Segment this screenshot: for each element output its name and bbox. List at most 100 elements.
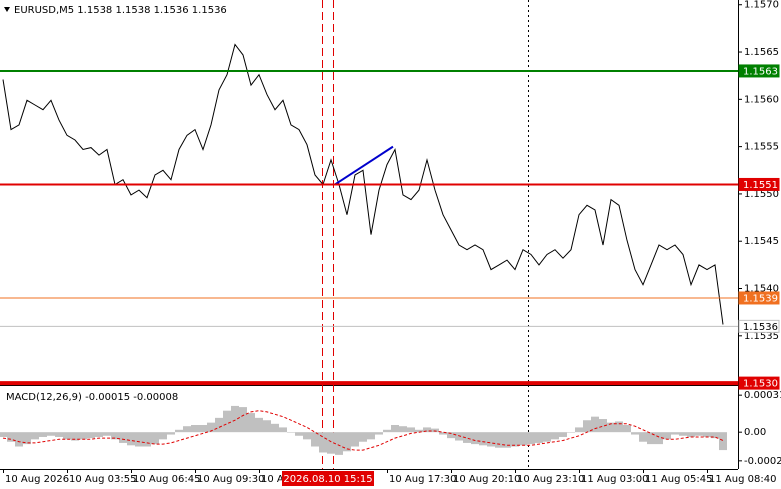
histogram-bar — [487, 432, 495, 447]
x-tick-label: 10 Aug 2026 — [5, 474, 69, 485]
y-tick-label: 0.00031 — [744, 390, 781, 401]
price-line — [2, 43, 724, 325]
histogram-bar — [519, 432, 527, 446]
histogram-bar — [111, 432, 119, 440]
histogram-bar — [231, 405, 239, 433]
histogram-bar — [415, 429, 423, 433]
histogram-bar — [239, 407, 247, 433]
histogram-bar — [55, 432, 63, 437]
x-tick-label: 11 Aug 08:40 — [709, 474, 776, 485]
y-tick-label: 1.1535 — [744, 331, 779, 342]
histogram-bar — [511, 432, 519, 447]
histogram-bar — [247, 413, 255, 433]
histogram-bar — [607, 422, 615, 433]
price-level-box — [738, 319, 780, 333]
histogram-bar — [535, 432, 543, 443]
histogram-bar — [471, 432, 479, 445]
histogram-bar — [175, 429, 183, 433]
histogram-bar — [495, 432, 503, 448]
y-tick-label: 1.1555 — [744, 142, 779, 153]
chart-title: EURUSD,M5 1.1538 1.1538 1.1536 1.1536 — [14, 5, 227, 16]
histogram-bar — [383, 429, 391, 433]
histogram-bar — [687, 432, 695, 437]
histogram-bar — [615, 421, 623, 433]
price-level-box — [738, 291, 780, 305]
histogram-bar — [559, 432, 567, 437]
histogram-bar — [327, 432, 335, 454]
crosshair-time-box — [282, 471, 374, 486]
symbol-menu-arrow[interactable] — [4, 7, 10, 12]
histogram-bar — [191, 425, 199, 433]
histogram-bar — [423, 427, 431, 433]
histogram-bar — [503, 432, 511, 448]
histogram-bar — [71, 432, 79, 441]
histogram-bar — [303, 432, 311, 440]
histogram-bar — [47, 432, 55, 436]
x-tick-label: 11 Aug 05:45 — [645, 474, 712, 485]
price-level-label: 1.1530 — [743, 379, 778, 390]
x-tick-label: 10 Aug 23:10 — [517, 474, 584, 485]
histogram-bar — [167, 432, 175, 435]
histogram-bar — [23, 432, 31, 445]
histogram-bar — [567, 432, 575, 433]
signal-line — [2, 410, 724, 451]
histogram-bar — [15, 432, 23, 447]
histogram-bar — [127, 432, 135, 446]
histogram-bar — [647, 432, 655, 445]
y-tick-label: -0.00024 — [744, 456, 781, 467]
histogram-bar — [463, 432, 471, 443]
histogram-bar — [447, 432, 455, 439]
y-tick-label: 1.1570 — [744, 0, 779, 11]
histogram-bar — [671, 432, 679, 435]
histogram-bar — [151, 432, 159, 445]
histogram-bar — [319, 432, 327, 453]
histogram-bar — [655, 432, 663, 445]
histogram-bar — [599, 419, 607, 433]
histogram-bar — [215, 417, 223, 433]
y-tick-label: 1.1565 — [744, 47, 779, 58]
histogram-bar — [695, 432, 703, 436]
indicator-title: MACD(12,26,9) -0.00015 -0.00008 — [6, 392, 178, 403]
histogram-bar — [0, 432, 7, 437]
histogram-bar — [87, 432, 95, 439]
histogram-bar — [183, 426, 191, 433]
histogram-bar — [623, 425, 631, 433]
x-tick-label: 10 Aug 20:10 — [453, 474, 520, 485]
histogram-bar — [31, 432, 39, 440]
histogram-bar — [119, 432, 127, 443]
histogram-bar — [255, 417, 263, 433]
histogram-bar — [335, 432, 343, 455]
histogram-bar — [551, 432, 559, 440]
histogram-bar — [287, 432, 295, 433]
histogram-bar — [407, 427, 415, 433]
histogram-bar — [375, 432, 383, 435]
price-level-label: 1.1563 — [743, 66, 778, 77]
crosshair-time-label: 2026.08.10 15:15 — [283, 474, 372, 485]
price-level-box — [738, 64, 780, 78]
x-tick-label: 10 Aug 06:45 — [133, 474, 200, 485]
histogram-bar — [479, 432, 487, 446]
price-level-label: 1.1536 — [743, 322, 778, 333]
histogram-bar — [679, 432, 687, 436]
y-tick-label: 1.1545 — [744, 236, 779, 247]
histogram-bar — [343, 432, 351, 452]
histogram-bar — [199, 425, 207, 433]
price-level-label: 1.1551 — [743, 180, 778, 191]
histogram-bar — [575, 427, 583, 433]
price-level-box — [738, 376, 780, 390]
histogram-bar — [455, 432, 463, 441]
histogram-bar — [399, 426, 407, 433]
trendline — [334, 145, 394, 186]
histogram-bar — [223, 410, 231, 433]
x-tick-label: 10 Aug 17:30 — [389, 474, 456, 485]
histogram-bar — [639, 432, 647, 442]
histogram-bar — [367, 432, 375, 440]
histogram-bar — [143, 432, 151, 447]
histogram-bar — [79, 432, 87, 440]
histogram-bar — [351, 432, 359, 447]
histogram-bar — [719, 432, 727, 451]
histogram-bar — [431, 428, 439, 433]
y-tick-label: 1.1560 — [744, 94, 779, 105]
histogram-bar — [95, 432, 103, 437]
